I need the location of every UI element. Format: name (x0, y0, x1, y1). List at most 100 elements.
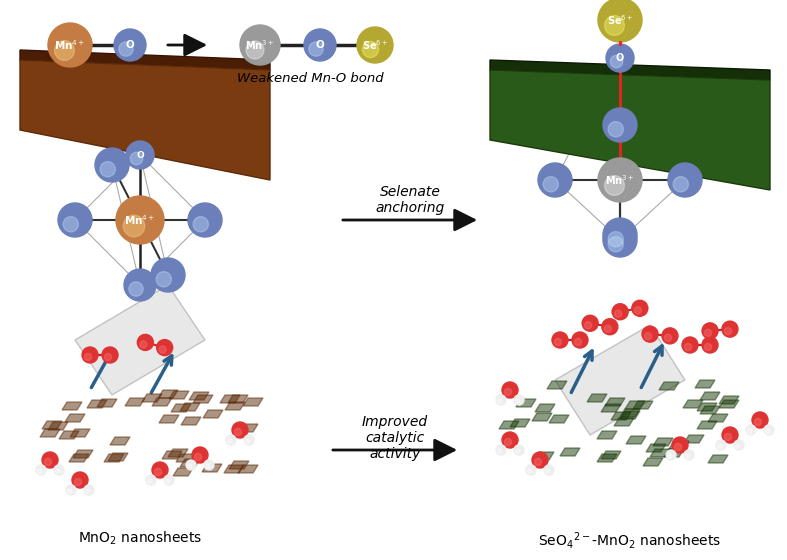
Circle shape (724, 433, 732, 441)
Circle shape (66, 485, 76, 495)
Text: O: O (316, 40, 324, 50)
Polygon shape (490, 70, 770, 190)
Circle shape (504, 438, 512, 446)
Circle shape (146, 475, 156, 485)
Polygon shape (110, 437, 130, 445)
Circle shape (105, 353, 112, 361)
Circle shape (42, 452, 58, 468)
Circle shape (603, 223, 637, 257)
Circle shape (582, 315, 598, 332)
Polygon shape (664, 449, 684, 457)
Circle shape (664, 334, 671, 342)
Circle shape (603, 108, 637, 142)
Polygon shape (653, 438, 673, 446)
Circle shape (572, 332, 588, 348)
Polygon shape (695, 380, 715, 388)
Circle shape (504, 389, 512, 395)
Polygon shape (532, 413, 552, 421)
Circle shape (598, 158, 642, 202)
Polygon shape (176, 454, 196, 462)
Polygon shape (560, 448, 580, 456)
Polygon shape (614, 418, 634, 426)
Circle shape (734, 440, 744, 450)
Circle shape (527, 469, 532, 474)
Polygon shape (547, 381, 567, 389)
Circle shape (205, 464, 210, 469)
Circle shape (497, 399, 502, 404)
Circle shape (86, 489, 90, 493)
Circle shape (152, 462, 168, 478)
Circle shape (496, 395, 506, 405)
Circle shape (246, 41, 264, 59)
Text: Mn$^{3+}$: Mn$^{3+}$ (246, 38, 275, 52)
Circle shape (244, 435, 254, 445)
Polygon shape (535, 404, 555, 412)
Circle shape (746, 425, 756, 435)
Polygon shape (180, 459, 200, 467)
Circle shape (193, 217, 209, 232)
Circle shape (722, 427, 738, 443)
Circle shape (724, 328, 732, 335)
Circle shape (36, 465, 46, 475)
Circle shape (119, 42, 133, 56)
Circle shape (766, 429, 770, 433)
Polygon shape (87, 400, 107, 408)
Circle shape (526, 465, 536, 475)
Circle shape (645, 333, 652, 340)
Polygon shape (549, 415, 569, 423)
Polygon shape (142, 394, 162, 402)
Circle shape (502, 432, 518, 448)
Circle shape (130, 152, 142, 165)
Polygon shape (633, 401, 653, 409)
Polygon shape (193, 395, 213, 403)
Circle shape (164, 475, 174, 485)
Circle shape (75, 478, 82, 486)
Circle shape (722, 321, 738, 337)
Circle shape (575, 338, 582, 346)
Circle shape (685, 343, 692, 351)
Circle shape (642, 326, 658, 342)
Polygon shape (152, 398, 172, 406)
Polygon shape (611, 412, 631, 420)
Polygon shape (643, 458, 663, 466)
Circle shape (532, 452, 548, 468)
Circle shape (126, 141, 154, 169)
Circle shape (54, 41, 75, 60)
Circle shape (63, 217, 79, 232)
Polygon shape (181, 417, 201, 425)
Circle shape (138, 334, 153, 351)
Circle shape (246, 439, 250, 444)
Circle shape (124, 269, 156, 301)
Polygon shape (69, 454, 89, 462)
Circle shape (192, 447, 208, 463)
Circle shape (632, 300, 648, 316)
Circle shape (54, 465, 64, 475)
Text: Weakened Mn-O bond: Weakened Mn-O bond (237, 72, 383, 85)
Polygon shape (708, 455, 728, 463)
Polygon shape (238, 424, 258, 432)
Circle shape (554, 338, 562, 346)
FancyArrowPatch shape (168, 35, 204, 55)
Text: Se$^{6+}$: Se$^{6+}$ (362, 38, 388, 52)
Circle shape (674, 444, 682, 451)
Circle shape (58, 203, 92, 237)
FancyArrowPatch shape (333, 440, 454, 460)
Polygon shape (499, 421, 519, 429)
Circle shape (514, 395, 524, 405)
FancyArrowPatch shape (343, 210, 474, 230)
Circle shape (752, 412, 768, 428)
Circle shape (362, 41, 379, 58)
Polygon shape (646, 444, 666, 452)
Circle shape (682, 337, 698, 353)
Circle shape (666, 450, 676, 460)
Circle shape (716, 440, 726, 450)
Circle shape (545, 469, 550, 474)
Polygon shape (224, 465, 244, 473)
Circle shape (702, 337, 718, 353)
Circle shape (157, 339, 172, 356)
Circle shape (240, 25, 280, 65)
Polygon shape (516, 399, 536, 407)
Polygon shape (158, 390, 178, 398)
Polygon shape (587, 394, 607, 402)
Polygon shape (171, 404, 191, 412)
